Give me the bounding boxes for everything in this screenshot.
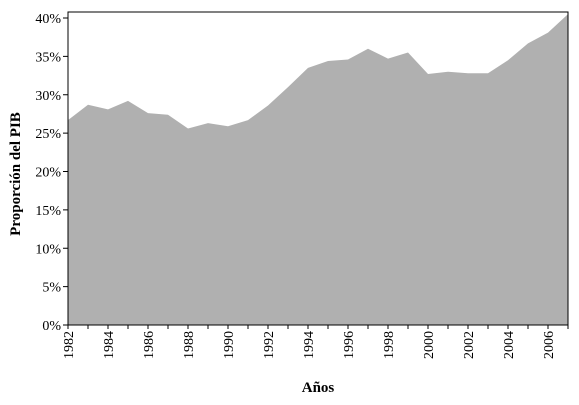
- y-tick-label: 10%: [35, 242, 61, 257]
- x-tick-label: 2006: [542, 331, 557, 359]
- y-tick-label: 30%: [35, 89, 61, 104]
- x-tick-label: 1998: [382, 331, 397, 359]
- plot-frame: [67, 11, 569, 326]
- x-tick-label: 1982: [62, 331, 77, 359]
- x-tick-label: 1990: [222, 331, 237, 359]
- x-tick-label: 1992: [262, 331, 277, 359]
- y-tick-labels: 0% 5% 10% 15% 20% 25% 30% 35% 40%: [35, 12, 61, 334]
- x-tick-label: 1986: [142, 331, 157, 359]
- y-axis-title: Proporción del PIB: [8, 112, 24, 236]
- x-tick-label: 1988: [182, 331, 197, 359]
- x-tick-label: 2002: [462, 331, 477, 359]
- plot-area: [68, 14, 568, 325]
- axes: [63, 11, 569, 329]
- x-tick-label: 2000: [422, 331, 437, 359]
- y-tick-label: 25%: [35, 127, 61, 142]
- y-tick-label: 20%: [35, 166, 61, 181]
- x-tick-label: 1996: [342, 331, 357, 359]
- area-series: [68, 14, 568, 325]
- x-axis-title: Años: [302, 380, 335, 396]
- x-tick-labels: 1982 1984 1986 1988 1990 1992 1994 1996 1998 2000…: [62, 331, 557, 359]
- x-tick-label: 1984: [102, 331, 117, 359]
- y-tick-label: 0%: [42, 319, 61, 334]
- y-tick-label: 35%: [35, 50, 61, 65]
- y-tick-label: 40%: [35, 12, 61, 27]
- x-tick-label: 1994: [302, 331, 317, 359]
- y-tick-label: 15%: [35, 204, 61, 219]
- y-tick-label: 5%: [42, 281, 61, 296]
- x-tick-label: 2004: [502, 331, 517, 359]
